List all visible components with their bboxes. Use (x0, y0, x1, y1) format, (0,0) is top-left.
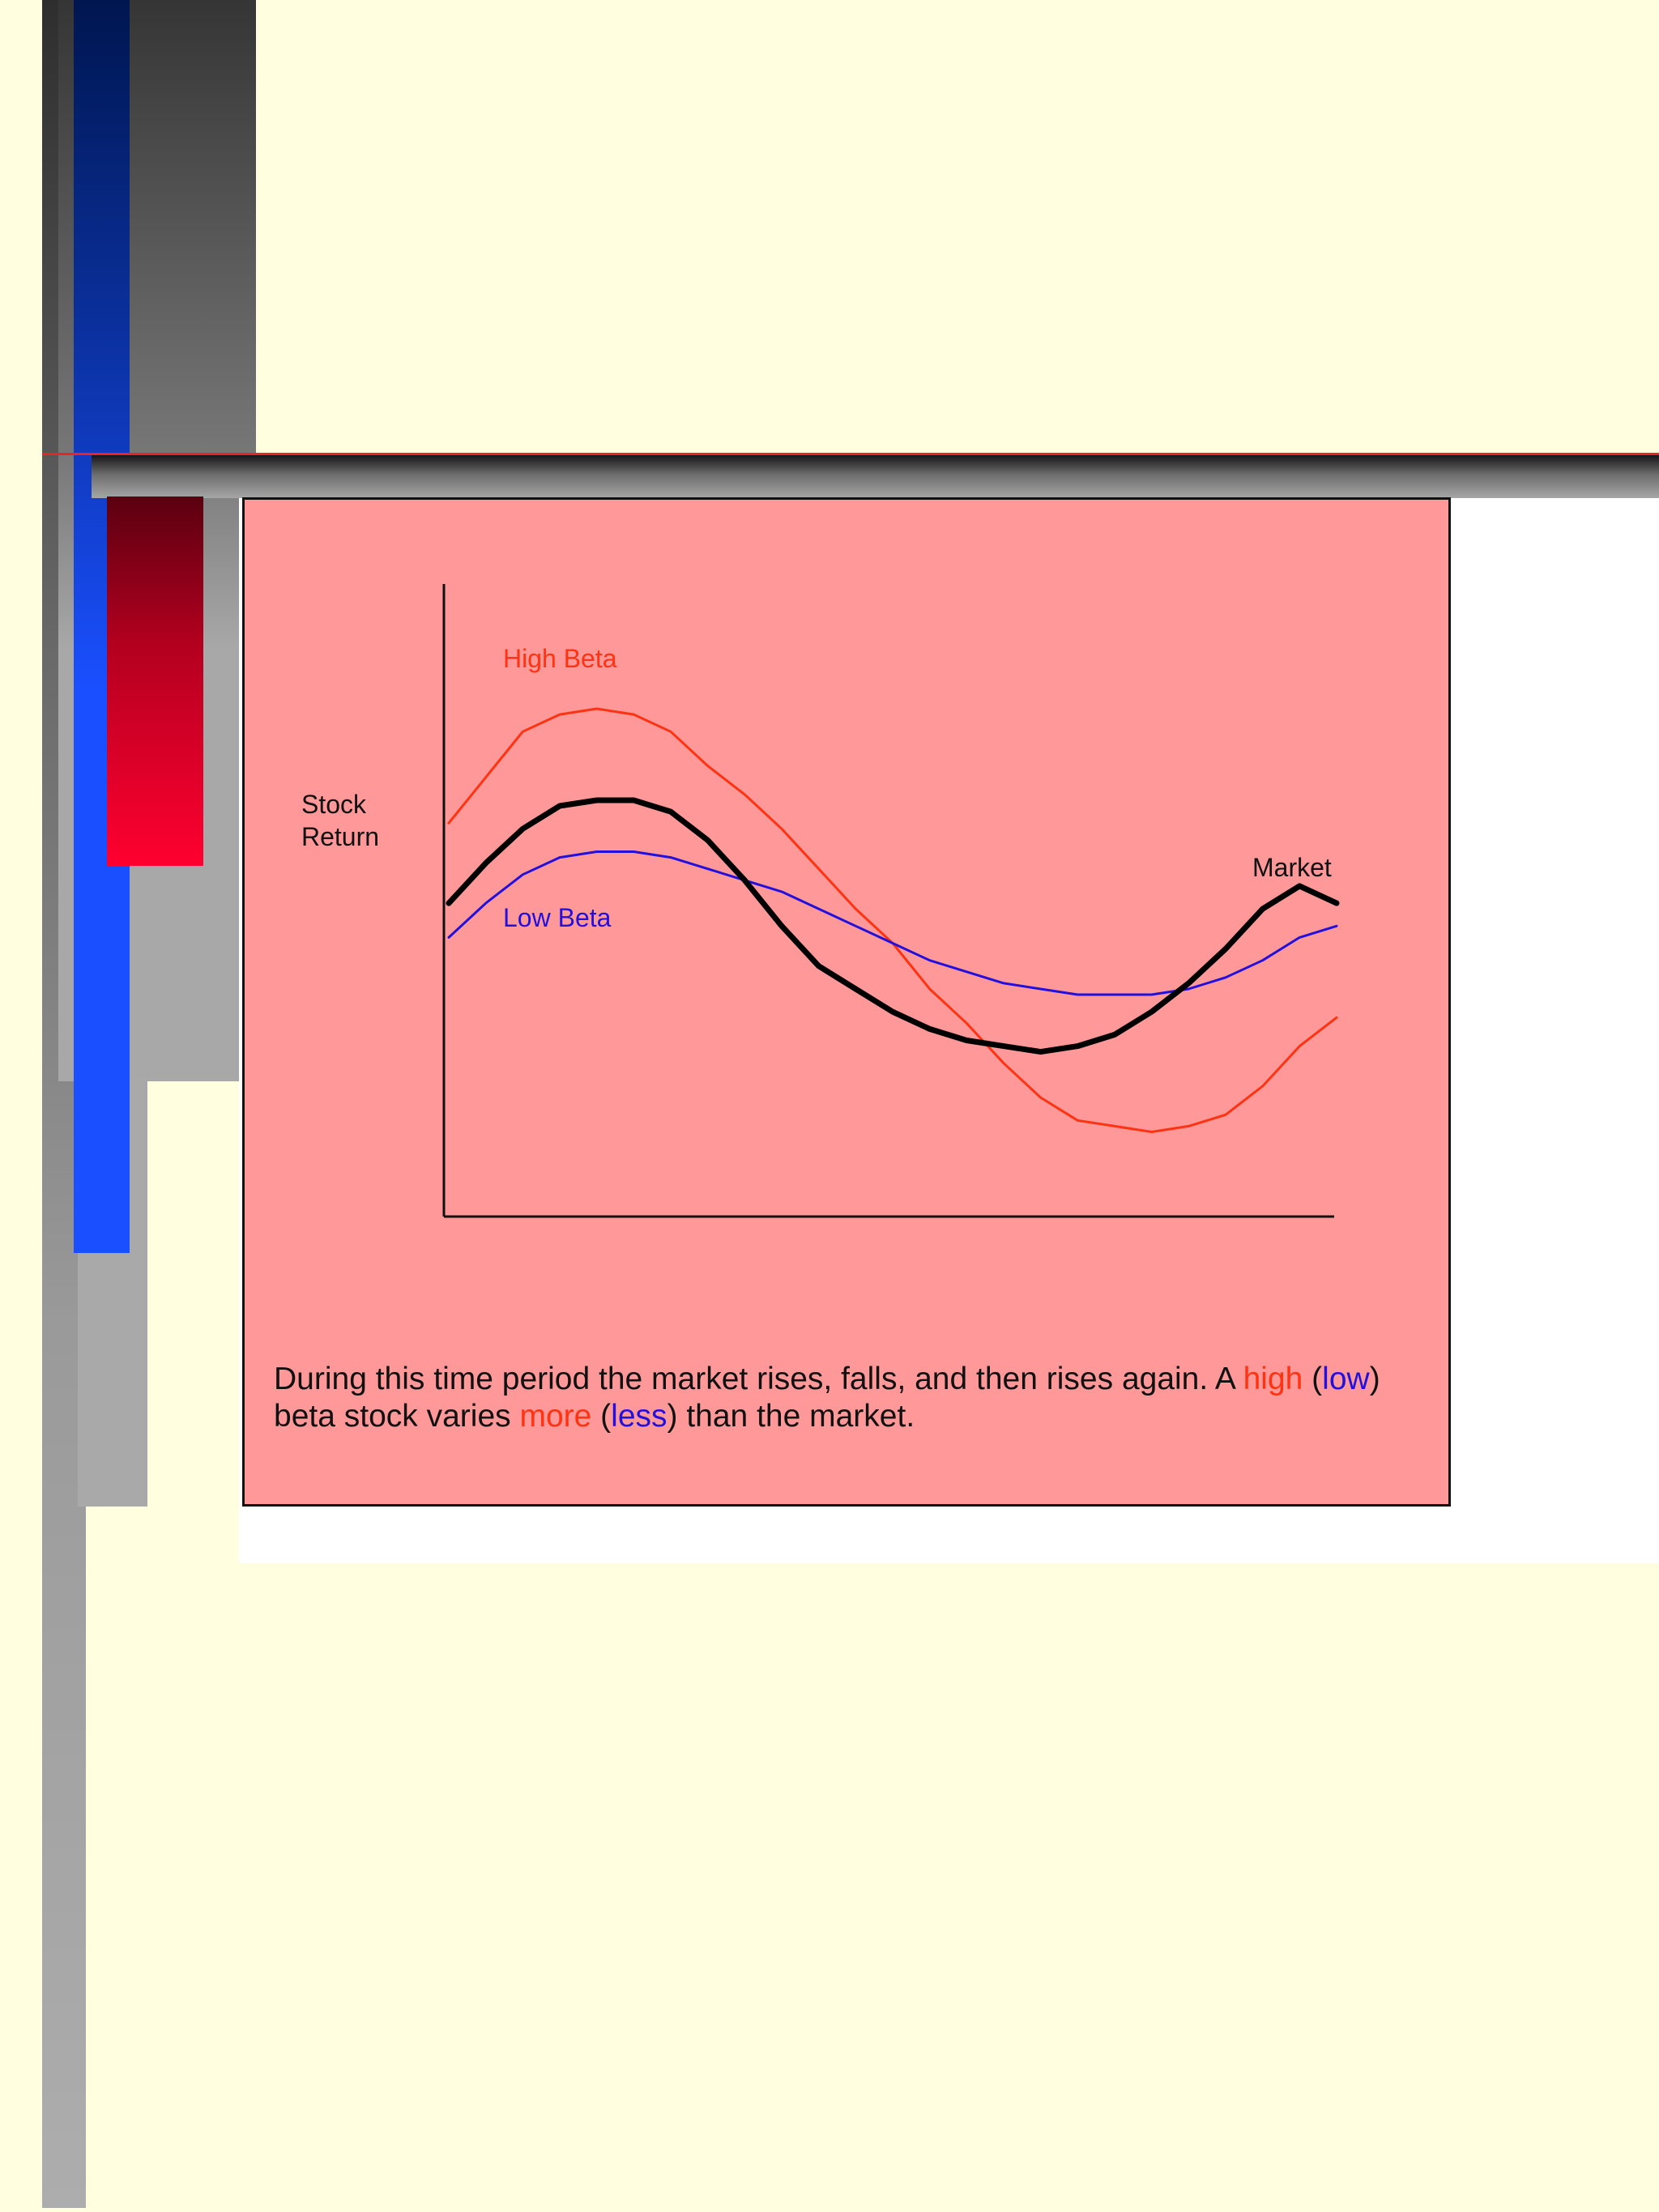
y-axis-label: Stock Return (301, 788, 379, 853)
y-axis-label-line-2: Return (301, 822, 380, 851)
caption-more: more (519, 1399, 592, 1434)
caption-text-1: During this time period the market rises… (274, 1362, 1243, 1396)
caption-text-3: ) than the market. (667, 1399, 915, 1434)
caption-paren-open-1: ( (1303, 1362, 1323, 1396)
series-layer (446, 707, 1340, 1133)
series-label-market: Market (1252, 853, 1332, 882)
decor-red-block (107, 497, 203, 866)
series-line-market (446, 797, 1340, 1055)
caption-high: high (1243, 1362, 1303, 1396)
chart-panel: Stock Return High Beta Market Low Beta D… (242, 497, 1451, 1507)
caption-paren-open-2: ( (591, 1399, 612, 1434)
caption-paren-close-1: ) (1369, 1362, 1380, 1396)
caption-less: less (611, 1399, 667, 1434)
caption-text-2: beta stock varies (274, 1399, 520, 1434)
series-label-low-beta: Low Beta (503, 903, 612, 932)
chart-caption: During this time period the market rises… (274, 1361, 1440, 1435)
header-shadow-rule (92, 455, 1659, 498)
header-red-rule (42, 453, 1659, 455)
beta-line-chart (442, 584, 1340, 1218)
y-axis-label-line-1: Stock (301, 790, 367, 819)
caption-low: low (1322, 1362, 1370, 1396)
series-line-low-beta (447, 850, 1338, 996)
series-label-high-beta: High Beta (503, 644, 617, 673)
